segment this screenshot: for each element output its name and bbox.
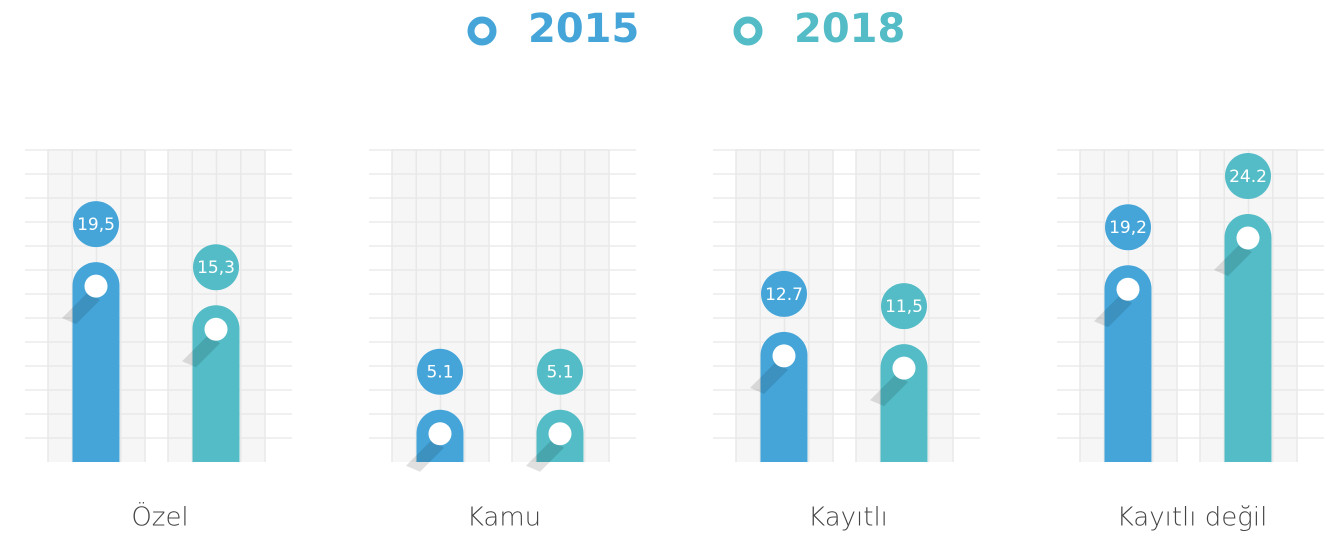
legend-marker [733,16,763,46]
bar [1224,213,1272,462]
bar-dot [772,344,796,368]
bar-shadow [406,439,444,472]
category-label: Kamu [467,503,541,533]
bar [1104,265,1152,462]
value-badge [881,283,927,330]
value-label: 5.1 [426,363,453,383]
bar-dot [548,422,572,446]
bar [880,344,928,462]
bar [760,331,808,462]
bar [192,305,240,462]
bar-dot [892,356,916,380]
legend-marker [467,16,497,46]
value-label: 19,5 [77,215,115,235]
category-label: Kayıtlı değil [1117,503,1268,533]
bar [72,262,120,462]
bar-shadow [62,292,100,325]
value-label: 24.2 [1229,167,1267,187]
value-badge [193,244,239,291]
value-badge [73,201,119,248]
bar-shadow [870,374,908,407]
value-badge [1225,153,1271,199]
category-label: Kayıtlı [808,503,888,533]
value-badge [537,348,583,395]
bar-shadow [750,361,788,394]
bar-shadow [526,439,564,472]
bar-shadow [1094,295,1132,328]
category-label: Özel [131,501,188,533]
bar-dot [428,422,452,446]
bar-dot [84,274,108,298]
value-badge [1105,204,1151,251]
value-label: 12.7 [765,285,803,305]
value-label: 19,2 [1109,218,1147,238]
bar-dot [1236,226,1260,250]
value-badge [417,348,463,395]
value-badge [761,270,807,317]
value-label: 5.1 [546,363,573,383]
bar-dot [1116,277,1140,301]
bar-shadow [1214,244,1252,276]
legend-label: 2015 [528,6,639,52]
bar-shadow [182,335,220,368]
bar-dot [204,317,228,341]
value-label: 15,3 [197,258,235,278]
legend-label: 2018 [794,6,905,52]
value-label: 11,5 [885,297,923,317]
